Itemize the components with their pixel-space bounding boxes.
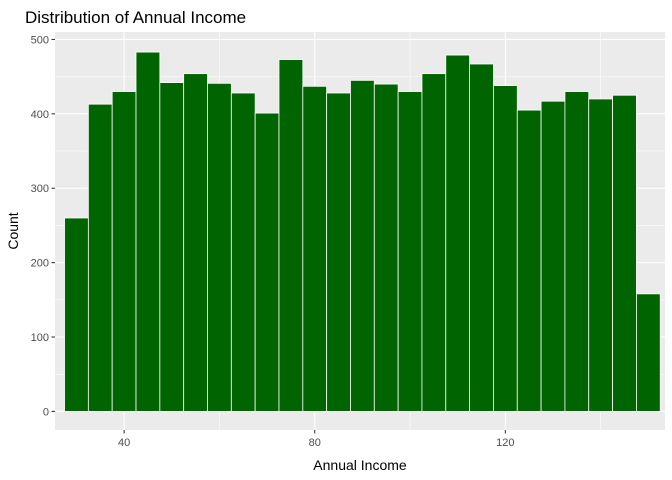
histogram-bar	[445, 54, 471, 412]
y-tick-label: 100	[31, 332, 49, 344]
histogram-bar	[230, 92, 256, 412]
bars	[64, 51, 661, 412]
histogram-bar	[540, 100, 566, 412]
histogram-bar	[111, 91, 137, 412]
histogram-bar	[612, 94, 637, 412]
y-tick-label: 400	[31, 109, 49, 121]
histogram-bar	[183, 73, 208, 412]
y-tick-label: 300	[31, 183, 49, 195]
y-tick-label: 0	[43, 406, 49, 418]
y-tick-label: 200	[31, 258, 49, 270]
histogram-bar	[636, 293, 661, 412]
y-tick-label: 500	[31, 34, 49, 46]
x-axis-title: Annual Income	[313, 457, 407, 473]
chart-title: Distribution of Annual Income	[25, 8, 246, 27]
histogram-bar	[64, 217, 89, 412]
histogram-bar	[207, 82, 232, 412]
histogram-bar	[254, 112, 280, 412]
histogram-bar	[373, 83, 399, 412]
histogram-bar	[588, 98, 613, 412]
histogram-bar	[302, 85, 328, 412]
x-tick-label: 40	[118, 437, 130, 449]
histogram-bar	[350, 79, 375, 412]
histogram-bar	[278, 59, 304, 412]
histogram-bar	[493, 85, 518, 412]
histogram-bar	[159, 82, 185, 412]
x-tick-label: 120	[496, 437, 514, 449]
histogram-bar	[397, 91, 423, 412]
histogram-bar	[516, 109, 542, 412]
y-axis-title: Count	[5, 212, 21, 249]
axes: 0 100 200 300 400 500 40 80 120	[31, 34, 515, 449]
histogram-bar	[421, 73, 447, 412]
histogram-bar	[135, 51, 161, 412]
histogram-bar	[564, 91, 590, 412]
x-tick-label: 80	[309, 437, 321, 449]
histogram-bar	[326, 92, 351, 412]
histogram-bar	[87, 103, 113, 412]
histogram-bar	[469, 63, 494, 412]
